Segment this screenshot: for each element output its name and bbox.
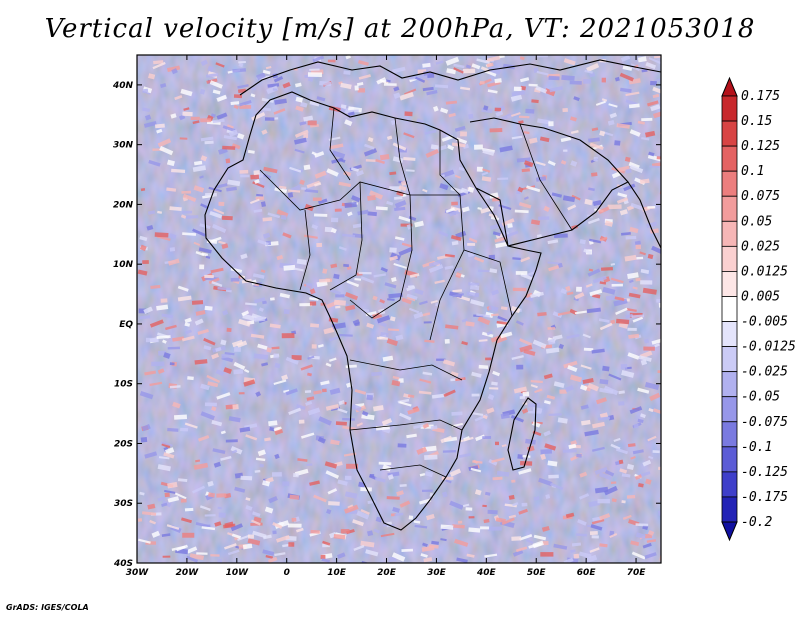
colorbar-swatch: [721, 421, 738, 448]
arabia-coast: [469, 117, 629, 247]
colorbar-label: 0.005: [741, 289, 780, 304]
colorbar-label: -0.2: [741, 515, 772, 530]
colorbar-swatch: [721, 446, 738, 473]
colorbar: 0.175 0.15 0.125 0.1 0.075 0.05 0.025 0.0125 0.0…: [721, 76, 796, 542]
x-tick-label: 30W: [126, 568, 150, 578]
y-tick-label: 30N: [113, 141, 134, 151]
colorbar-swatch: [721, 346, 738, 373]
colorbar-swatch: [721, 195, 738, 222]
y-tick-label: 10S: [114, 380, 133, 390]
colorbar-label: -0.1: [741, 440, 772, 455]
colorbar-label: -0.125: [741, 465, 788, 480]
colorbar-label: 0.0125: [741, 264, 788, 279]
y-tick-label: 30S: [114, 499, 133, 509]
africa-coast: [204, 91, 542, 531]
colorbar-extend-top: [721, 76, 738, 97]
colorbar-label: 0.05: [741, 214, 772, 229]
y-tick-label: 40S: [113, 559, 133, 569]
colorbar-swatch: [721, 396, 738, 423]
velocity-field: [137, 55, 661, 563]
colorbar-swatch: [721, 145, 738, 172]
x-tick-label: 50E: [527, 568, 547, 578]
colorbar-label: 0.175: [741, 89, 780, 104]
colorbar-label: 0.075: [741, 189, 780, 204]
x-tick-label: 70E: [627, 568, 647, 578]
country-borders: [259, 107, 573, 478]
grads-credit: GrADS: IGES/COLA: [6, 603, 89, 612]
europe-coast: [239, 59, 661, 96]
colorbar-label: -0.025: [741, 365, 788, 380]
x-tick-label: 20W: [176, 568, 200, 578]
x-tick-label: 40E: [476, 568, 497, 578]
colorbar-label: -0.05: [741, 390, 780, 405]
x-tick-label: 10W: [226, 568, 250, 578]
x-tick-label: 0: [284, 568, 290, 578]
colorbar-extend-bottom: [721, 521, 738, 542]
colorbar-swatch: [721, 296, 738, 322]
x-tick-label: 30E: [427, 568, 447, 578]
y-tick-label: 20N: [113, 200, 134, 210]
colorbar-swatch: [721, 271, 738, 297]
india-coast: [627, 181, 661, 249]
colorbar-label: 0.1: [741, 164, 764, 179]
madagascar-coast: [507, 397, 537, 471]
y-tick-label: 40N: [112, 81, 134, 91]
colorbar-swatch: [721, 245, 738, 272]
plot-frame: [136, 54, 662, 564]
colorbar-swatch: [721, 321, 738, 347]
x-tick-label: 20E: [377, 568, 397, 578]
colorbar-swatch: [721, 371, 738, 398]
colorbar-label: -0.175: [741, 490, 788, 505]
x-tick-label: 60E: [577, 568, 597, 578]
colorbar-label: 0.15: [741, 114, 772, 129]
chart-title: Vertical velocity [m/s] at 200hPa, VT: 2…: [44, 14, 756, 44]
colorbar-swatch: [721, 95, 738, 122]
colorbar-label: -0.075: [741, 415, 788, 430]
colorbar-label: 0.025: [741, 239, 780, 254]
y-tick-label: 10N: [113, 260, 134, 270]
colorbar-swatch: [721, 120, 738, 147]
colorbar-label: -0.005: [741, 315, 788, 330]
y-tick-label: 20S: [114, 439, 133, 449]
colorbar-swatch: [721, 471, 738, 498]
coastlines: [204, 59, 661, 531]
colorbar-swatch: [721, 220, 738, 247]
colorbar-label: 0.125: [741, 139, 780, 154]
colorbar-swatch: [721, 496, 738, 523]
axes: 30W 20W 10W 0 10E 20E 30E 40E 50E 60E 70E 40S 30S 20S…: [112, 55, 661, 578]
y-tick-label: EQ: [119, 320, 133, 330]
colorbar-label: -0.0125: [741, 340, 796, 355]
x-tick-label: 10E: [327, 568, 347, 578]
colorbar-swatch: [721, 170, 738, 197]
